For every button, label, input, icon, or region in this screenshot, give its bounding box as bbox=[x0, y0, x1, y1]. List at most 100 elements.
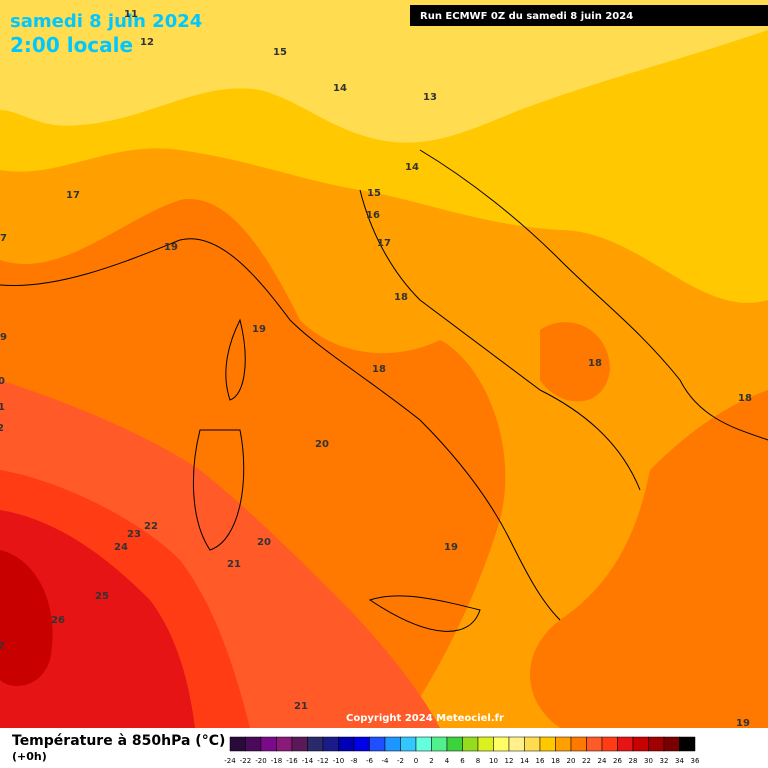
contour-label: 18 bbox=[588, 358, 602, 369]
copyright: Copyright 2024 Meteociel.fr bbox=[346, 713, 504, 724]
scale-tick-label: -12 bbox=[317, 757, 328, 765]
scale-swatch bbox=[508, 736, 525, 752]
scale-tick-label: 24 bbox=[598, 757, 607, 765]
contour-label: 26 bbox=[51, 615, 65, 626]
contour-label: 16 bbox=[366, 210, 380, 221]
scale-tick-label: 12 bbox=[505, 757, 514, 765]
contour-label: 19 bbox=[164, 242, 178, 253]
scale-tick-label: -10 bbox=[333, 757, 344, 765]
contour-label: 14 bbox=[333, 83, 347, 94]
scale-swatch bbox=[648, 736, 665, 752]
scale-swatch bbox=[338, 736, 355, 752]
zone-26-28 bbox=[0, 550, 53, 686]
scale-tick-label: -14 bbox=[302, 757, 314, 765]
scale-tick-label: 28 bbox=[629, 757, 638, 765]
contour-label: 25 bbox=[95, 591, 109, 602]
scale-tick-label: 22 bbox=[582, 757, 591, 765]
contour-label: 18 bbox=[372, 364, 386, 375]
contour-label: 22 bbox=[144, 521, 158, 532]
contour-label: 17 bbox=[66, 190, 80, 201]
contour-label: 21 bbox=[294, 701, 308, 712]
scale-swatch bbox=[555, 736, 572, 752]
scale-tick-label: 36 bbox=[691, 757, 700, 765]
scale-swatch bbox=[539, 736, 556, 752]
scale-tick-label: 2 bbox=[429, 757, 433, 765]
scale-swatch bbox=[462, 736, 479, 752]
run-banner bbox=[410, 5, 768, 26]
scale-swatch bbox=[400, 736, 417, 752]
scale-swatch bbox=[431, 736, 448, 752]
map-title: samedi 8 juin 2024 bbox=[10, 11, 202, 32]
scale-tick-label: -24 bbox=[224, 757, 236, 765]
scale-swatch bbox=[477, 736, 494, 752]
scale-swatch bbox=[229, 736, 246, 752]
contour-label: 20 bbox=[315, 439, 329, 450]
contour-label: 17 bbox=[377, 238, 391, 249]
scale-tick-label: -18 bbox=[271, 757, 282, 765]
contour-label: 27 bbox=[0, 641, 5, 652]
contour-label: 17 bbox=[0, 233, 7, 244]
run-info: Run ECMWF 0Z du samedi 8 juin 2024 bbox=[420, 11, 633, 22]
scale-tick-label: 34 bbox=[675, 757, 684, 765]
scale-swatch bbox=[276, 736, 293, 752]
scale-tick-label: 26 bbox=[613, 757, 622, 765]
scale-swatch bbox=[586, 736, 603, 752]
scale-swatch bbox=[260, 736, 277, 752]
contour-label: 20 bbox=[257, 537, 271, 548]
scale-swatch bbox=[322, 736, 339, 752]
contour-label: 20 bbox=[0, 376, 5, 387]
contour-label: 21 bbox=[0, 402, 5, 413]
scale-swatch bbox=[384, 736, 401, 752]
contour-label: 15 bbox=[367, 188, 381, 199]
contour-label: 19 bbox=[736, 718, 750, 729]
scale-swatch bbox=[679, 736, 696, 752]
contour-label: 23 bbox=[127, 529, 141, 540]
scale-tick-label: 14 bbox=[520, 757, 529, 765]
contour-label: 15 bbox=[273, 47, 287, 58]
scale-swatch bbox=[663, 736, 680, 752]
scale-tick-label: -4 bbox=[382, 757, 390, 765]
scale-tick-label: 10 bbox=[489, 757, 498, 765]
scale-swatch bbox=[307, 736, 324, 752]
contour-label: 19 bbox=[444, 542, 458, 553]
contour-label: 11 bbox=[124, 9, 138, 20]
scale-swatch bbox=[415, 736, 432, 752]
scale-tick-label: -6 bbox=[366, 757, 374, 765]
scale-swatch bbox=[601, 736, 618, 752]
scale-tick-label: -8 bbox=[351, 757, 358, 765]
scale-swatch bbox=[245, 736, 262, 752]
contour-label: 22 bbox=[0, 423, 4, 434]
scale-tick-label: 20 bbox=[567, 757, 576, 765]
contour-labels: 12 11 15 14 13 14 17 15 16 17 19 17 18 19 19 18 18 18 20 21… bbox=[0, 9, 752, 729]
step-label: (+0h) bbox=[12, 750, 47, 763]
scale-swatch bbox=[617, 736, 634, 752]
scale-tick-label: 0 bbox=[414, 757, 418, 765]
contour-label: 12 bbox=[140, 37, 154, 48]
zone-24-26 bbox=[0, 510, 195, 728]
scale-swatch bbox=[291, 736, 308, 752]
scale-tick-label: -20 bbox=[255, 757, 266, 765]
scale-tick-label: 4 bbox=[445, 757, 450, 765]
contour-label: 18 bbox=[738, 393, 752, 404]
scale-tick-label: -16 bbox=[286, 757, 298, 765]
contour-label: 19 bbox=[252, 324, 266, 335]
contour-label: 24 bbox=[114, 542, 128, 553]
coastlines bbox=[0, 149, 768, 632]
scale-swatch bbox=[632, 736, 649, 752]
zone-18-adriatic bbox=[540, 322, 610, 402]
scale-swatch bbox=[493, 736, 510, 752]
scale-swatch bbox=[369, 736, 386, 752]
scale-tick-label: 8 bbox=[476, 757, 480, 765]
variable-label: Température à 850hPa (°C) bbox=[12, 733, 225, 749]
scale-swatch bbox=[353, 736, 370, 752]
scale-tick-label: -2 bbox=[397, 757, 404, 765]
contour-label: 21 bbox=[227, 559, 241, 570]
scale-tick-label: 6 bbox=[460, 757, 465, 765]
map-time: 2:00 locale bbox=[10, 33, 133, 57]
color-scale: -24 -22 -20 -18 -16 -14 -12 -10 -8 -6 -4 -2 0 2 4 6 8 10 1… bbox=[224, 736, 700, 765]
scale-swatch bbox=[570, 736, 587, 752]
scale-tick-label: 32 bbox=[660, 757, 669, 765]
scale-tick-label: 18 bbox=[551, 757, 560, 765]
scale-tick-label: 16 bbox=[536, 757, 545, 765]
